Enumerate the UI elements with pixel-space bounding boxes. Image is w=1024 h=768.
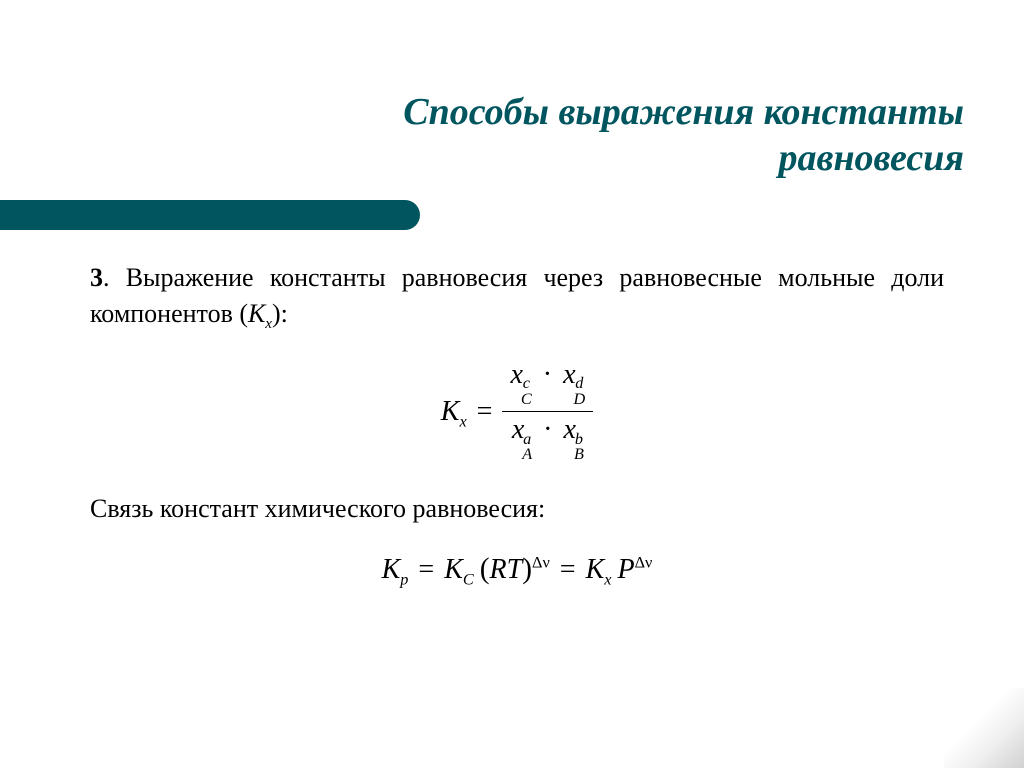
content-area: 3. Выражение константы равновесия через … [90, 260, 944, 585]
Kx-numerator: xcC · xdD [502, 361, 593, 413]
intro-close: ): [272, 299, 288, 328]
num-dot: · [539, 359, 556, 390]
Kx-denominator: xaA · xbB [502, 412, 593, 463]
accent-bar [0, 200, 420, 230]
title-line-2: равновесия [778, 137, 964, 179]
den-t1-sub: A [522, 447, 532, 462]
RT-term: (RT)Δν [480, 555, 550, 584]
Kp-eq1: = [414, 556, 438, 584]
Kx-fraction: xcC · xdD xaA · xbB [502, 361, 593, 463]
link-paragraph: Связь констант химического равновесия: [90, 491, 944, 527]
corner-shadow [944, 688, 1024, 768]
formula-Kx: Kx = xcC · xdD xaA · xbB [90, 361, 944, 463]
Kp-K3: K [586, 554, 605, 585]
formula-Kp: Kp = KC (RT)Δν = Kx PΔν [90, 555, 944, 584]
den-t2-sub: B [574, 447, 584, 462]
intro-number: 3 [90, 263, 103, 292]
Kp-subC: C [463, 571, 474, 589]
rpar: ) [522, 553, 532, 585]
title-line-1: Способы выражения константы [403, 91, 964, 133]
Kx-term: Kx [586, 556, 612, 584]
slide: Способы выражения константы равновесия 3… [0, 0, 1024, 768]
Kx-sub: x [459, 412, 466, 430]
intro-K-sub: х [265, 317, 272, 333]
intro-K: К [248, 299, 265, 328]
Kp-K1: K [382, 554, 401, 585]
slide-title: Способы выражения константы равновесия [140, 90, 964, 181]
Kp-eq2: = [556, 556, 580, 584]
Kx-eq: = [473, 398, 497, 426]
intro-text: . Выражение константы равновесия через р… [90, 263, 944, 328]
Kp-subx: x [604, 571, 611, 589]
Kx-K: K [441, 396, 460, 427]
P: P [618, 554, 635, 585]
lpar: ( [480, 553, 490, 585]
Kp-lhs: Kp [382, 556, 409, 584]
KC-term: KC [444, 556, 474, 584]
P-term: PΔν [618, 556, 653, 584]
Kp-subp: p [400, 571, 408, 589]
exp-dnu1: Δν [532, 554, 550, 572]
den-dot: · [539, 414, 556, 445]
Kp-K2: K [444, 554, 463, 585]
num-t2-sub: D [574, 392, 586, 407]
num-t1-sub: C [521, 392, 532, 407]
intro-paragraph: 3. Выражение константы равновесия через … [90, 260, 944, 333]
exp-dnu2: Δν [635, 554, 653, 572]
RT: RT [490, 554, 523, 585]
Kx-lhs: Kx [441, 398, 467, 426]
